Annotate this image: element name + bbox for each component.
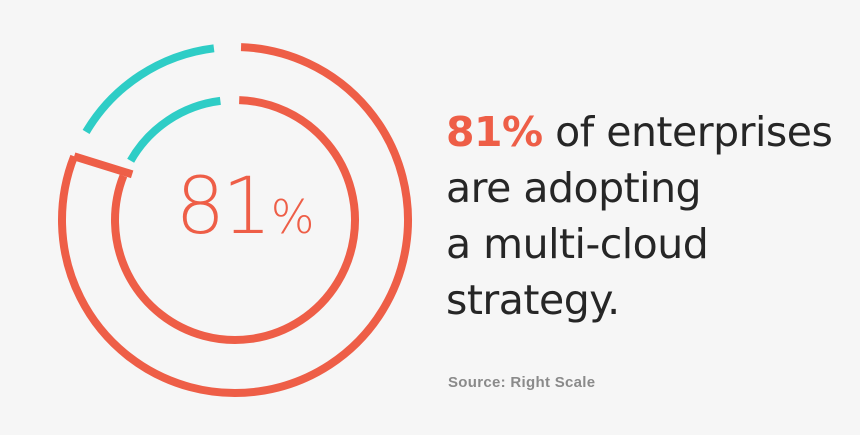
center-value: 81 — [175, 162, 272, 252]
center-unit: % — [270, 190, 315, 244]
donut-chart — [57, 43, 412, 397]
headline-line-3: a multi-cloud — [446, 220, 709, 268]
source-note: Source: Right Scale — [448, 374, 596, 391]
headline-line-4: strategy. — [446, 276, 620, 324]
headline-line-1-rest: of enterprises — [542, 108, 833, 156]
headline: 81% of enterprises are adopting a multi-… — [446, 104, 846, 328]
outer-ring-value-arc — [57, 43, 412, 397]
inner-ring-remainder-arc — [127, 96, 221, 163]
headline-highlight: 81% — [446, 108, 543, 156]
center-percentage: 81 % — [160, 168, 330, 268]
outer-ring-end-tick — [72, 152, 134, 179]
outer-ring-remainder-arc — [82, 44, 215, 134]
inner-ring-value-arc — [111, 96, 359, 344]
headline-line-2: are adopting — [446, 164, 702, 212]
headline-line-1: 81% of enterprises — [446, 104, 846, 160]
